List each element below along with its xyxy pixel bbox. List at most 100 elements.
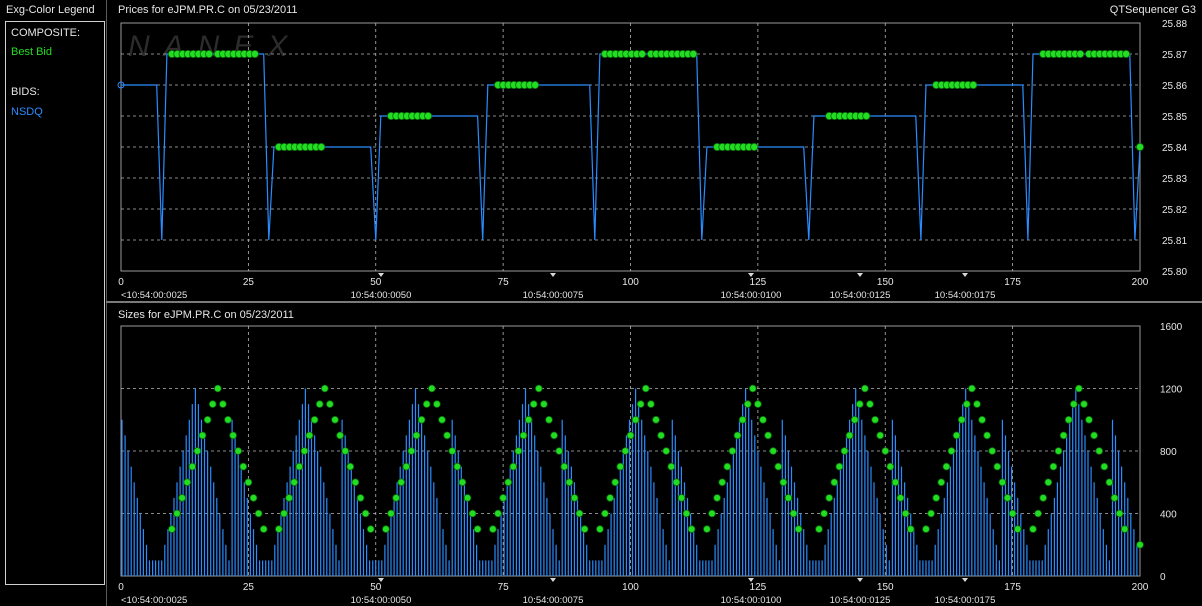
best-bid-size-marker bbox=[978, 415, 986, 424]
best-bid-size-marker bbox=[458, 478, 467, 487]
legend-best-bid[interactable]: Best Bid bbox=[11, 46, 52, 58]
best-bid-size-marker bbox=[942, 462, 951, 471]
best-bid-size-marker bbox=[468, 509, 477, 518]
price-time-label: 10:54:00:0100 bbox=[721, 290, 782, 301]
legend-nsdq[interactable]: NSDQ bbox=[11, 106, 43, 118]
best-bid-size-marker bbox=[876, 431, 884, 440]
best-bid-size-marker bbox=[555, 447, 563, 455]
best-bid-size-marker bbox=[631, 415, 640, 424]
best-bid-size-marker bbox=[326, 400, 334, 408]
best-bid-size-marker bbox=[570, 494, 579, 502]
best-bid-size-marker bbox=[606, 494, 614, 502]
best-bid-size-marker bbox=[387, 509, 395, 518]
best-bid-size-marker bbox=[738, 415, 747, 424]
best-bid-size-marker bbox=[850, 415, 859, 424]
best-bid-size-marker bbox=[545, 415, 553, 424]
size-x-tick-label: 100 bbox=[622, 582, 639, 593]
legend-box bbox=[5, 21, 105, 585]
price-y-tick-label: 25.82 bbox=[1162, 205, 1187, 216]
size-x-tick-label: 200 bbox=[1132, 582, 1149, 593]
best-bid-size-marker bbox=[962, 400, 971, 408]
price-time-label: 10:54:00:0125 bbox=[830, 290, 891, 301]
best-bid-size-marker bbox=[178, 494, 186, 502]
best-bid-size-marker bbox=[713, 494, 721, 502]
best-bid-size-marker bbox=[932, 494, 940, 502]
best-bid-size-marker bbox=[596, 525, 604, 533]
best-bid-size-marker bbox=[198, 431, 207, 440]
best-bid-size-marker bbox=[168, 525, 176, 533]
best-bid-size-marker bbox=[641, 384, 650, 393]
best-bid-size-marker bbox=[463, 494, 472, 502]
best-bid-size-marker bbox=[229, 431, 237, 440]
best-bid-size-marker bbox=[718, 478, 726, 487]
best-bid-size-marker bbox=[733, 431, 742, 440]
best-bid-size-marker bbox=[769, 447, 777, 455]
best-bid-size-marker bbox=[224, 415, 232, 424]
best-bid-size-marker bbox=[784, 494, 793, 502]
best-bid-size-marker bbox=[280, 509, 288, 518]
best-bid-size-marker bbox=[295, 462, 304, 471]
price-y-tick-label: 25.83 bbox=[1162, 174, 1187, 185]
best-bid-price-marker bbox=[1076, 50, 1085, 59]
best-bid-size-marker bbox=[988, 447, 996, 455]
size-time-label: 10:54:00:0050 bbox=[351, 595, 412, 606]
best-bid-size-marker bbox=[652, 415, 660, 424]
best-bid-size-marker bbox=[1034, 509, 1042, 518]
best-bid-size-marker bbox=[647, 400, 655, 408]
best-bid-size-marker bbox=[998, 478, 1007, 487]
size-time-marker bbox=[550, 578, 556, 582]
nsdq-start-marker bbox=[117, 81, 125, 89]
price-time-marker bbox=[378, 273, 384, 277]
best-bid-size-marker bbox=[937, 478, 946, 487]
best-bid-size-marker bbox=[254, 509, 263, 518]
size-x-tick-label: 25 bbox=[243, 582, 255, 593]
price-x-tick-label: 0 bbox=[118, 277, 124, 288]
size-x-tick-label: 75 bbox=[498, 582, 510, 593]
price-y-tick-label: 25.87 bbox=[1162, 50, 1187, 61]
best-bid-size-marker bbox=[173, 509, 181, 518]
best-bid-size-marker bbox=[524, 415, 533, 424]
size-y-tick-label: 1600 bbox=[1160, 322, 1183, 333]
best-bid-size-marker bbox=[861, 384, 869, 393]
best-bid-size-marker bbox=[1136, 540, 1144, 549]
best-bid-price-marker bbox=[531, 81, 540, 90]
price-y-tick-label: 25.88 bbox=[1162, 19, 1187, 30]
best-bid-size-marker bbox=[331, 415, 339, 424]
price-y-tick-label: 25.81 bbox=[1162, 236, 1187, 247]
best-bid-size-marker bbox=[382, 525, 390, 533]
price-y-tick-label: 25.86 bbox=[1162, 81, 1187, 92]
best-bid-price-marker bbox=[638, 50, 647, 59]
best-bid-size-marker bbox=[540, 400, 548, 408]
best-bid-size-marker bbox=[351, 478, 360, 487]
best-bid-size-marker bbox=[957, 415, 966, 424]
best-bid-size-marker bbox=[504, 478, 513, 487]
best-bid-size-marker bbox=[891, 478, 900, 487]
best-bid-size-marker bbox=[662, 447, 670, 455]
best-bid-size-marker bbox=[840, 447, 849, 455]
best-bid-size-marker bbox=[748, 384, 757, 393]
best-bid-size-marker bbox=[188, 462, 197, 471]
best-bid-size-marker bbox=[208, 400, 217, 408]
legend-title: Exg-Color Legend bbox=[6, 4, 95, 16]
best-bid-size-marker bbox=[290, 478, 299, 487]
best-bid-size-marker bbox=[417, 415, 426, 424]
best-bid-size-marker bbox=[743, 400, 752, 408]
best-bid-size-marker bbox=[494, 509, 502, 518]
best-bid-size-marker bbox=[825, 494, 833, 502]
panel-divider[interactable] bbox=[106, 301, 1202, 303]
best-bid-size-marker bbox=[193, 447, 202, 455]
best-bid-size-marker bbox=[871, 415, 879, 424]
best-bid-price-marker bbox=[250, 50, 259, 59]
price-x-tick-label: 175 bbox=[1004, 277, 1021, 288]
best-bid-size-marker bbox=[973, 400, 981, 408]
best-bid-size-marker bbox=[636, 400, 645, 408]
best-bid-size-marker bbox=[453, 462, 462, 471]
size-time-marker bbox=[962, 578, 968, 582]
best-bid-size-marker bbox=[601, 509, 609, 518]
price-x-tick-label: 125 bbox=[750, 277, 767, 288]
best-bid-size-marker bbox=[1095, 447, 1103, 455]
best-bid-size-marker bbox=[336, 431, 344, 440]
price-panel-title: Prices for eJPM.PR.C on 05/23/2011 bbox=[118, 4, 298, 16]
best-bid-size-marker bbox=[560, 462, 569, 471]
